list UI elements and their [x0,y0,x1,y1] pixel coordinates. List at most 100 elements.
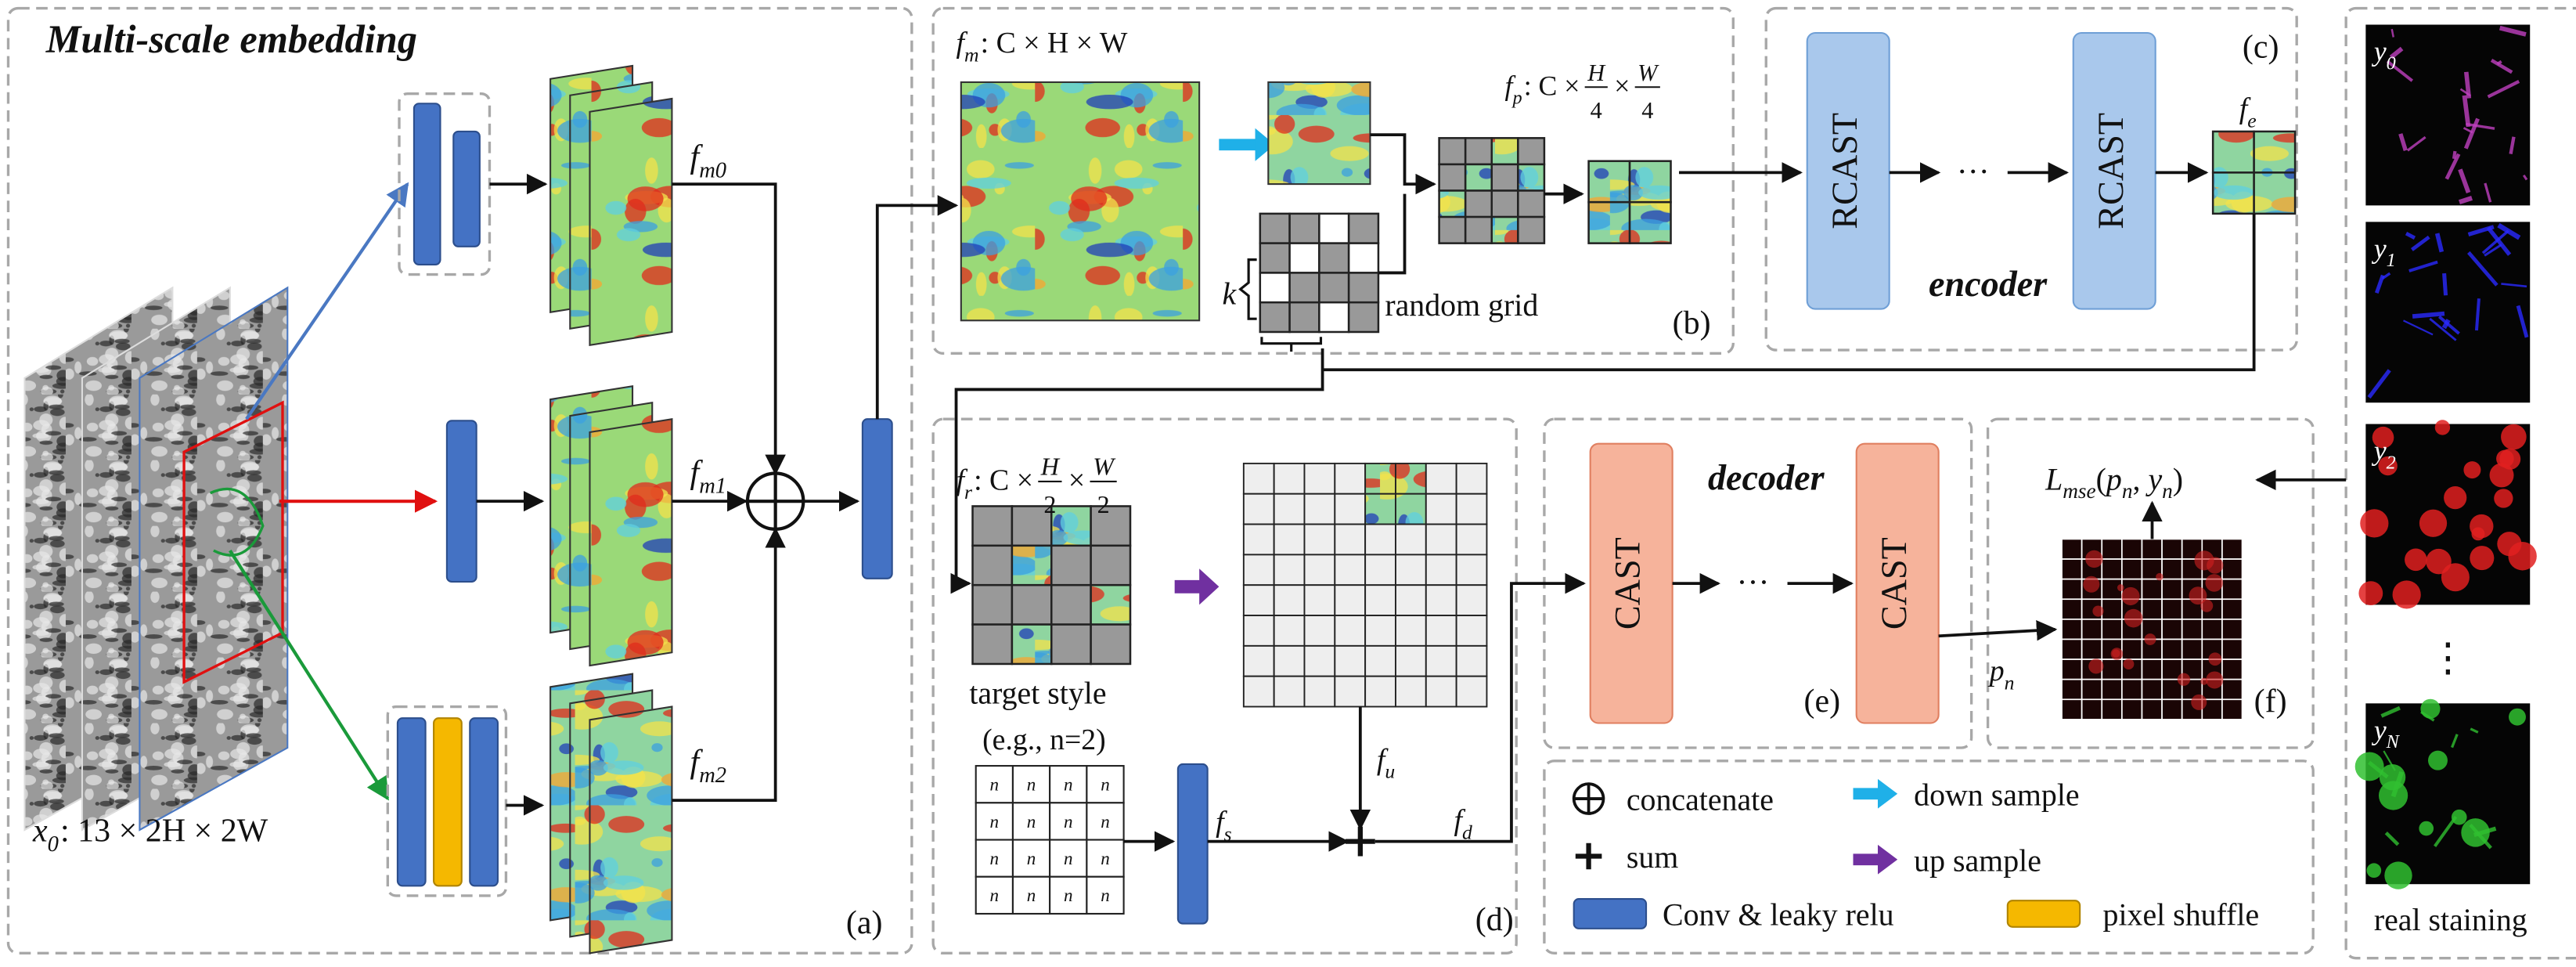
stain-label: y0 [2372,36,2396,74]
conv-block [445,420,477,583]
patched-map [1587,160,1672,244]
stain-fiber [2481,229,2509,254]
legend-up-icon [1877,844,1898,875]
grid-cell [1303,462,1336,495]
grid-cell [2061,678,2083,701]
grid-cell [1438,189,1467,218]
grid-cell [1455,584,1488,616]
random-grid [1259,212,1380,334]
grid-cell [1242,644,1275,677]
wire [875,195,959,420]
legend-label: concatenate [1627,782,1774,817]
grid-cell [1347,212,1380,244]
grid-cell [2201,698,2223,720]
pred-blob [2200,677,2208,685]
grid-cell [1011,583,1053,626]
n-grid [975,765,1125,915]
math-base: x [32,814,48,850]
prediction-grid [2061,538,2243,720]
example-label: (e.g., n=2) [982,723,1106,756]
stain-cell [2494,489,2513,508]
stain-fiber [2429,317,2457,341]
grid-cell [1425,584,1457,616]
grid-cell [1334,554,1367,586]
panel-staining [2344,6,2576,960]
grid-cell [2221,638,2243,660]
grid-cell [1242,675,1275,708]
math-sub: m2 [699,763,726,788]
grid-cell [1011,765,1051,804]
stain-fiber [2486,226,2512,256]
legend-down-icon [1877,778,1898,809]
feature-layer [589,417,673,667]
pred-blob [2194,550,2214,571]
stain-cell [2378,456,2398,476]
stain-bg [2365,222,2531,403]
slice [139,286,289,832]
pred-blob [2083,576,2100,593]
grid-cell [2121,678,2143,701]
grid-cell [2161,558,2183,580]
math-sub: n [2005,671,2015,694]
grid-cell [1455,615,1488,647]
rcast-block [1806,31,1890,310]
grid-cell [1490,215,1519,244]
grid-cell [1347,242,1380,274]
conv-block [452,130,481,247]
grid-cell [2121,538,2143,560]
grid-cell [2161,598,2183,620]
grid-cell [971,623,1014,666]
stain-cell [2434,420,2451,435]
stain-label: y1 [2372,233,2396,272]
wire [1378,193,1407,275]
stain-fiber [2403,319,2434,336]
grid-cell [1334,584,1367,616]
grid-cell [1303,523,1336,556]
stain-fiber [2451,734,2459,749]
stain-fiber [2380,705,2401,718]
wire [672,182,786,476]
grid-cell [1318,301,1350,334]
grid-cell [2221,619,2243,640]
grid-cell [1090,583,1132,626]
grid-cell [2221,678,2243,701]
math-label: fu [1377,743,1395,782]
pred-blob [2117,584,2124,591]
stain-cell [2379,763,2406,791]
grid-cell [1334,493,1367,525]
math-rest: : C × [1524,70,1580,102]
stain-cell [2441,563,2470,592]
stain-fiber [2398,133,2408,151]
grid-cell [1050,583,1092,626]
grid-cell [1259,212,1291,244]
conv-group [386,705,508,897]
math-rest: : 13 × 2H × 2W [60,814,268,850]
grid-cell [1464,137,1493,166]
grid-cell [1425,493,1457,525]
stain-fiber [2467,225,2495,237]
math-base: y [2372,435,2387,467]
stain-cell [2419,821,2434,836]
grid-cell [1334,615,1367,647]
grid-cell [1303,675,1336,708]
grid-cell [2253,130,2297,174]
stain-fiber [2462,95,2471,128]
legend-shuffle-icon [2006,900,2081,928]
grid-cell [2221,698,2243,720]
panel-label: (a) [846,905,883,941]
staining-images [2354,24,2537,889]
stain-cell [2499,448,2521,470]
rcast-label: RCAST [2091,113,2131,229]
grid-cell [1490,189,1519,218]
grid-cell [1242,554,1275,586]
stain-fiber [2434,233,2444,253]
stain-fiber [2405,232,2416,240]
grid-cell [1090,623,1132,666]
stain-cell [2501,424,2527,450]
staining-caption: real staining [2374,902,2527,937]
grid-cell [1273,584,1306,616]
grid-cell [1259,242,1291,274]
grid-cell [2061,578,2083,601]
grid-cell [2061,658,2083,680]
